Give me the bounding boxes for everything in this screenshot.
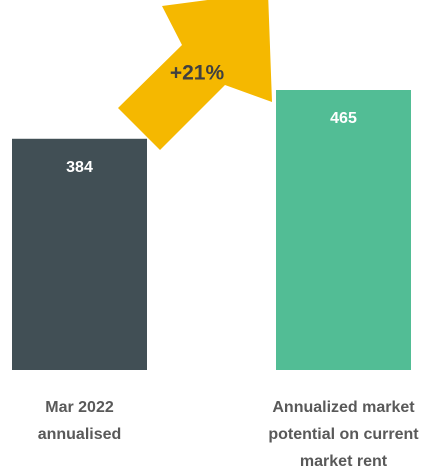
bar	[276, 90, 411, 370]
category-line: annualised	[38, 426, 122, 443]
category-line: Mar 2022	[45, 399, 114, 416]
category-line: Annualized market	[272, 399, 415, 416]
category-label: Mar 2022 annualised	[38, 399, 122, 443]
category-line: potential on current	[268, 426, 419, 443]
bar	[12, 138, 147, 370]
value-label: 465	[330, 110, 357, 127]
value-label: 384	[66, 159, 93, 176]
growth-label: +21%	[170, 62, 225, 85]
category-label: Annualized market potential on current mar…	[268, 399, 419, 470]
category-line: market rent	[300, 453, 388, 470]
growth-arrow	[118, 0, 272, 150]
